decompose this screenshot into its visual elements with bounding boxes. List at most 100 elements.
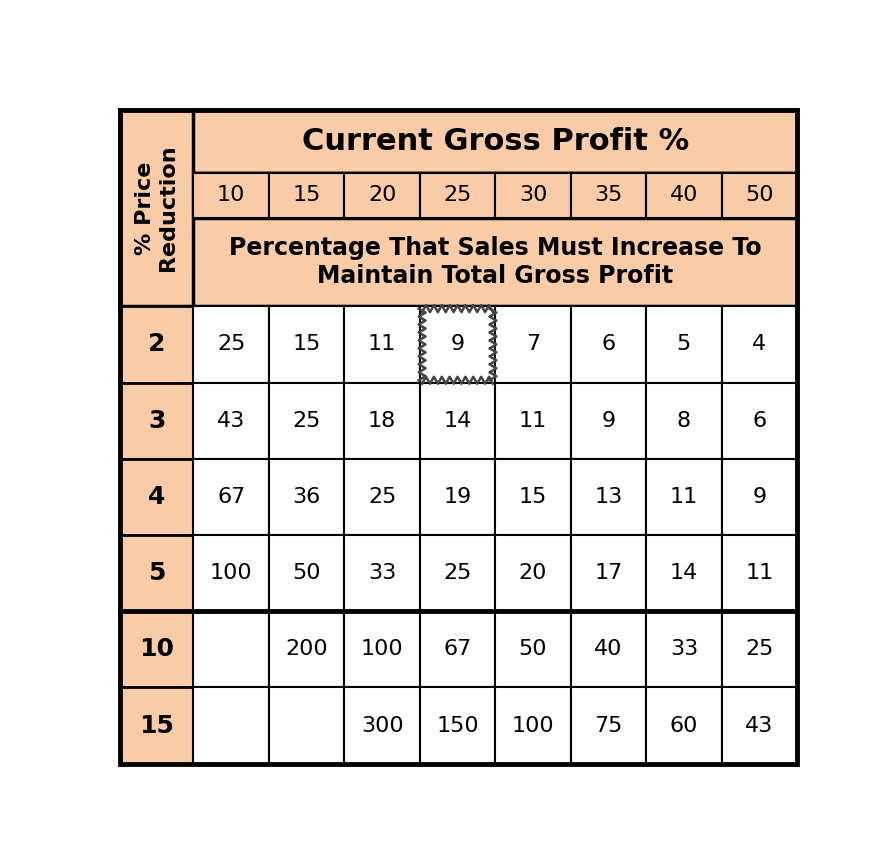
Text: 18: 18: [367, 411, 396, 431]
Text: Current Gross Profit %: Current Gross Profit %: [301, 127, 688, 156]
Text: 33: 33: [669, 639, 697, 659]
Text: 15: 15: [292, 185, 320, 205]
Text: 43: 43: [216, 411, 245, 431]
Text: 11: 11: [745, 563, 772, 583]
Text: 11: 11: [367, 335, 396, 355]
Text: 30: 30: [519, 185, 546, 205]
Bar: [494, 306, 570, 382]
Bar: [645, 173, 721, 218]
Text: 11: 11: [519, 411, 546, 431]
Bar: [494, 688, 570, 764]
Text: 14: 14: [669, 563, 697, 583]
Text: 3: 3: [148, 408, 165, 432]
Bar: [120, 173, 797, 218]
Text: 25: 25: [216, 335, 245, 355]
Bar: [721, 612, 797, 688]
Bar: [721, 535, 797, 612]
Text: 6: 6: [752, 411, 765, 431]
Bar: [268, 382, 344, 458]
Bar: [268, 688, 344, 764]
Text: 14: 14: [443, 411, 471, 431]
Bar: [419, 535, 494, 612]
Bar: [268, 535, 344, 612]
Text: 50: 50: [292, 563, 321, 583]
Bar: [344, 688, 419, 764]
Bar: [721, 458, 797, 535]
Text: 9: 9: [601, 411, 615, 431]
Text: 43: 43: [745, 715, 772, 735]
Text: 15: 15: [519, 487, 546, 507]
Text: 50: 50: [519, 639, 546, 659]
Bar: [570, 173, 645, 218]
Text: 19: 19: [443, 487, 471, 507]
Bar: [193, 306, 268, 382]
Bar: [120, 218, 797, 306]
Text: 100: 100: [209, 563, 252, 583]
Text: 13: 13: [594, 487, 622, 507]
Bar: [120, 688, 193, 764]
Text: 25: 25: [367, 487, 396, 507]
Bar: [419, 173, 494, 218]
Bar: [494, 382, 570, 458]
Bar: [645, 382, 721, 458]
Text: 67: 67: [216, 487, 245, 507]
Text: 20: 20: [367, 185, 396, 205]
Text: 17: 17: [594, 563, 622, 583]
Bar: [645, 612, 721, 688]
Bar: [419, 612, 494, 688]
Text: 33: 33: [367, 563, 396, 583]
Bar: [645, 535, 721, 612]
Text: 40: 40: [669, 185, 697, 205]
Bar: [193, 173, 268, 218]
Bar: [193, 612, 268, 688]
Bar: [419, 382, 494, 458]
Text: 50: 50: [745, 185, 772, 205]
Text: 25: 25: [443, 563, 471, 583]
Bar: [120, 382, 193, 458]
Text: 5: 5: [148, 561, 165, 585]
Text: 9: 9: [752, 487, 765, 507]
Text: 6: 6: [601, 335, 615, 355]
Bar: [344, 458, 419, 535]
Text: 4: 4: [148, 485, 165, 509]
Bar: [268, 173, 344, 218]
Bar: [645, 306, 721, 382]
Bar: [419, 458, 494, 535]
Text: 8: 8: [676, 411, 690, 431]
Text: 10: 10: [139, 638, 174, 662]
Bar: [193, 458, 268, 535]
Text: 100: 100: [511, 715, 553, 735]
Bar: [494, 458, 570, 535]
Bar: [344, 173, 419, 218]
Text: % Price
Reduction: % Price Reduction: [135, 144, 178, 272]
Bar: [645, 688, 721, 764]
Text: 5: 5: [676, 335, 690, 355]
Bar: [193, 535, 268, 612]
Bar: [120, 612, 193, 688]
Text: 40: 40: [594, 639, 622, 659]
Text: 25: 25: [292, 411, 320, 431]
Bar: [494, 612, 570, 688]
Text: 60: 60: [669, 715, 697, 735]
Text: 36: 36: [292, 487, 320, 507]
Bar: [193, 688, 268, 764]
Text: 100: 100: [360, 639, 403, 659]
Text: 25: 25: [745, 639, 772, 659]
Text: 200: 200: [285, 639, 327, 659]
Bar: [120, 306, 193, 382]
Bar: [721, 306, 797, 382]
Text: Percentage That Sales Must Increase To
Maintain Total Gross Profit: Percentage That Sales Must Increase To M…: [229, 236, 761, 288]
Bar: [268, 458, 344, 535]
Text: 25: 25: [443, 185, 471, 205]
Text: 15: 15: [292, 335, 320, 355]
Bar: [120, 110, 193, 306]
Bar: [344, 612, 419, 688]
Text: 67: 67: [443, 639, 471, 659]
Bar: [193, 382, 268, 458]
Bar: [721, 688, 797, 764]
Text: 9: 9: [450, 335, 464, 355]
Bar: [494, 173, 570, 218]
Bar: [120, 110, 797, 173]
Text: 20: 20: [519, 563, 546, 583]
Bar: [721, 173, 797, 218]
